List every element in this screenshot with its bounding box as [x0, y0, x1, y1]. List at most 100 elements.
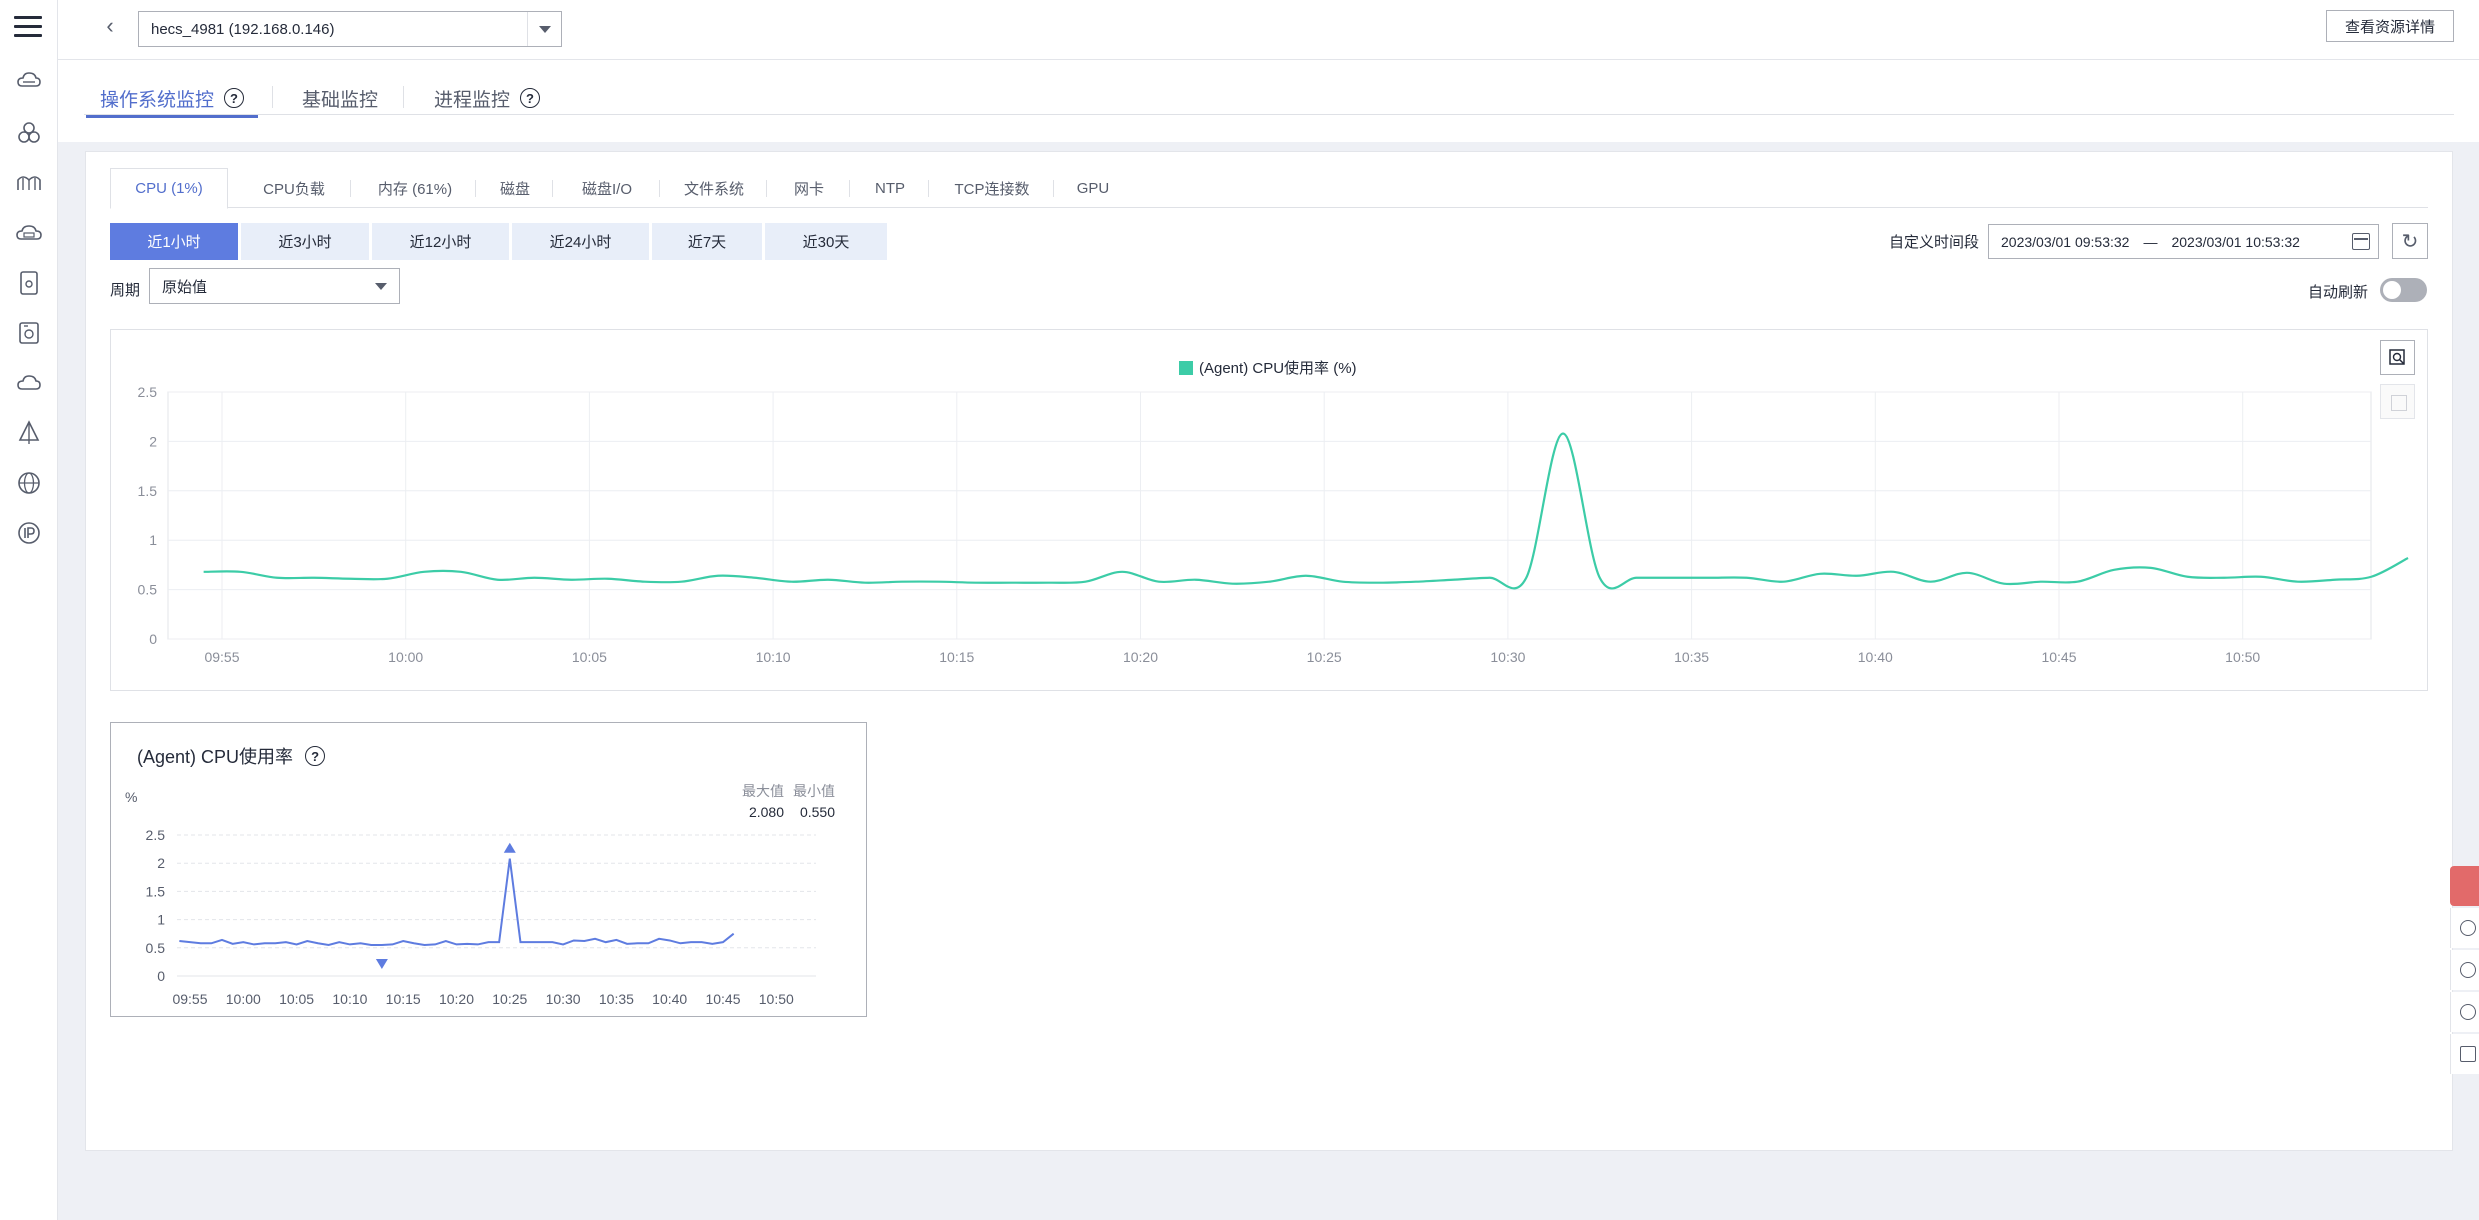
menu-icon[interactable]	[14, 16, 42, 40]
tab-os-monitoring[interactable]: 操作系统监控 ?	[86, 80, 259, 118]
metric-tabs: CPU (1%) CPU负载 内存 (61%) 磁盘 磁盘I/O 文件系统 网卡…	[110, 168, 2428, 209]
tab-disk[interactable]: 磁盘	[499, 180, 530, 198]
date-range-picker[interactable]: 2023/03/01 09:53:32 — 2023/03/01 10:53:3…	[1988, 224, 2379, 259]
mini-y-unit: %	[125, 789, 137, 805]
chevron-down-icon[interactable]	[527, 12, 561, 46]
monitor-type-tabs: 操作系统监控 ? 基础监控 进程监控 ?	[58, 60, 2479, 142]
x-tick-label: 10:05	[572, 649, 607, 665]
mini-x-tick-label: 10:35	[599, 991, 634, 1007]
period-value: 原始值	[162, 278, 208, 296]
mini-y-tick-label: 0	[157, 968, 165, 984]
range-3-hours[interactable]: 近3小时	[241, 223, 369, 260]
y-tick-label: 2	[149, 433, 157, 449]
mini-y-tick-label: 2.5	[146, 827, 166, 843]
smile-icon[interactable]	[2450, 908, 2479, 948]
headset-icon[interactable]	[2450, 950, 2479, 990]
help-icon[interactable]: ?	[224, 88, 245, 108]
y-tick-label: 1.5	[138, 483, 158, 499]
x-tick-label: 10:50	[2225, 649, 2260, 665]
top-bar: ‹ hecs_4981 (192.168.0.146) 查看资源详情	[58, 0, 2479, 60]
refresh-button[interactable]: ↻	[2392, 223, 2428, 259]
tab-basic-monitoring[interactable]: 基础监控	[302, 80, 378, 116]
legend-label[interactable]: (Agent) CPU使用率 (%)	[1199, 360, 1357, 377]
tab-process-monitoring[interactable]: 进程监控 ?	[434, 80, 541, 116]
right-tool-rail	[2450, 866, 2479, 1076]
monitor-card	[85, 151, 2453, 1151]
globe-icon[interactable]	[16, 470, 42, 496]
x-tick-label: 10:00	[388, 649, 423, 665]
y-tick-label: 0.5	[138, 582, 158, 598]
help-circle-icon[interactable]	[2450, 992, 2479, 1032]
left-nav	[0, 0, 58, 1220]
period-select[interactable]: 原始值	[149, 268, 400, 304]
tab-disk-io[interactable]: 磁盘I/O	[581, 180, 632, 198]
cpu-usage-series-line	[203, 432, 2409, 590]
cloud-icon[interactable]	[16, 370, 42, 396]
mini-chart-svg: % 最大值 最小值 2.080 0.550 0 0.5 1 1.5 2 2.5 09:55…	[125, 783, 835, 1007]
zoom-button[interactable]	[2380, 340, 2415, 375]
tab-cpu-load[interactable]: CPU负载	[263, 180, 325, 198]
ip-icon[interactable]	[16, 520, 42, 546]
mini-title-text: (Agent) CPU使用率	[137, 747, 294, 767]
back-button[interactable]: ‹	[96, 12, 124, 40]
min-marker	[375, 958, 388, 969]
mini-x-tick-label: 10:25	[492, 991, 527, 1007]
cloud-storage-icon[interactable]	[16, 220, 42, 246]
zoom-icon	[2388, 348, 2405, 365]
document-icon[interactable]	[16, 270, 42, 296]
date-separator: —	[2143, 233, 2158, 250]
end-date: 2023/03/01 10:53:32	[2171, 233, 2300, 250]
cloud-server-icon[interactable]	[16, 68, 42, 94]
auto-refresh-toggle[interactable]	[2380, 278, 2427, 302]
tab-ntp[interactable]: NTP	[875, 179, 905, 197]
legend-swatch	[1179, 361, 1193, 375]
x-tick-label: 10:25	[1307, 649, 1342, 665]
help-icon[interactable]: ?	[520, 88, 541, 108]
database-icon[interactable]	[16, 320, 42, 346]
range-30-days[interactable]: 近30天	[765, 223, 887, 260]
max-value: 2.080	[749, 804, 784, 820]
x-tick-label: 09:55	[204, 649, 239, 665]
tab-memory[interactable]: 内存 (61%)	[377, 180, 453, 198]
tab-tcp-connections[interactable]: TCP连接数	[954, 180, 1030, 198]
feedback-button[interactable]	[2450, 866, 2479, 906]
max-marker	[503, 842, 516, 853]
tab-filesystem[interactable]: 文件系统	[683, 180, 744, 198]
mini-x-tick-label: 10:15	[386, 991, 421, 1007]
refresh-icon: ↻	[2401, 230, 2419, 253]
mini-x-tick-label: 10:20	[439, 991, 474, 1007]
mini-series-line	[179, 858, 735, 947]
cpu-usage-mini-card: (Agent) CPU使用率 ? % 最大值 最小值 2.080 0.550 0…	[110, 722, 867, 1017]
range-7-days[interactable]: 近7天	[652, 223, 762, 260]
mini-x-tick-label: 10:45	[705, 991, 740, 1007]
range-1-hour[interactable]: 近1小时	[110, 223, 238, 260]
mini-x-tick-label: 10:05	[279, 991, 314, 1007]
bridge-icon[interactable]	[16, 170, 42, 196]
tab-label: 基础监控	[302, 89, 379, 111]
mini-x-tick-label: 10:00	[226, 991, 261, 1007]
view-resource-detail-button[interactable]: 查看资源详情	[2325, 10, 2454, 42]
tab-gpu[interactable]: GPU	[1076, 179, 1110, 197]
range-12-hours[interactable]: 近12小时	[372, 223, 509, 260]
calendar-icon[interactable]	[2352, 233, 2370, 250]
chevron-left-icon: ‹	[106, 13, 114, 38]
tab-cpu[interactable]: CPU (1%)	[110, 168, 228, 209]
period-label: 周期	[110, 282, 141, 299]
mini-x-tick-label: 10:30	[546, 991, 581, 1007]
y-tick-label: 2.5	[138, 384, 158, 400]
reset-zoom-button[interactable]	[2380, 384, 2415, 419]
x-tick-label: 10:45	[2041, 649, 2076, 665]
checklist-icon[interactable]	[2450, 1034, 2479, 1074]
cpu-usage-chart: 0 0.5 1 1.5 2 2.5 09:55 10:00 10:05 10:10 10:15 10…	[110, 329, 2428, 691]
tab-nic[interactable]: 网卡	[793, 180, 824, 198]
tab-label: 进程监控	[434, 89, 511, 111]
range-24-hours[interactable]: 近24小时	[512, 223, 649, 260]
cluster-icon[interactable]	[16, 120, 42, 146]
x-tick-label: 10:35	[1674, 649, 1709, 665]
x-tick-label: 10:30	[1490, 649, 1525, 665]
network-icon[interactable]	[16, 420, 42, 446]
mini-x-tick-label: 10:40	[652, 991, 687, 1007]
help-icon[interactable]: ?	[305, 746, 326, 766]
custom-range-label: 自定义时间段	[1889, 234, 1980, 251]
host-select[interactable]: hecs_4981 (192.168.0.146)	[138, 11, 562, 47]
